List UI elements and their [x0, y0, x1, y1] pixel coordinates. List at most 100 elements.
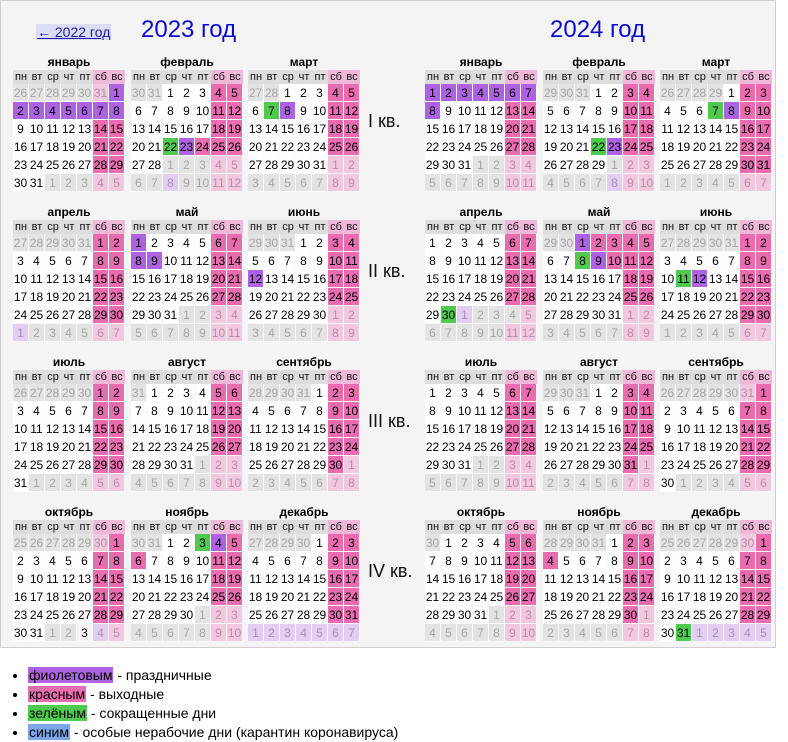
week-row: 18 19 20 21 22 23 24	[248, 588, 360, 606]
day-cell: 25	[660, 534, 676, 552]
week-row: 18 19 20 21 22 23 24	[248, 438, 360, 456]
day-cell: 16	[13, 588, 29, 606]
day-cell: 6	[543, 252, 559, 270]
day-cell: 4	[264, 324, 280, 342]
month-name: сентябрь	[276, 355, 332, 369]
weekday-label: вт	[29, 520, 45, 534]
day-cell: 9	[163, 402, 179, 420]
week-row: 14 15 16 17 18 19 20	[425, 570, 537, 588]
day-cell: 20	[280, 588, 296, 606]
day-cell: 8	[607, 552, 623, 570]
prev-year-link[interactable]: ← 2022 год	[36, 24, 112, 40]
day-cell: 1	[676, 474, 692, 492]
day-cell: 21	[296, 438, 312, 456]
day-cell: 11	[211, 552, 227, 570]
weekday-label: пт	[489, 220, 505, 234]
day-cell: 26	[708, 606, 724, 624]
day-cell: 16	[312, 270, 328, 288]
weekday-label: пт	[489, 370, 505, 384]
day-cell: 14	[93, 120, 109, 138]
day-cell: 6	[740, 174, 756, 192]
day-cell: 3	[607, 234, 623, 252]
day-cell: 9	[211, 624, 227, 642]
day-cell: 6	[740, 324, 756, 342]
day-cell: 7	[724, 252, 740, 270]
day-cell: 29	[543, 84, 559, 102]
day-cell: 5	[227, 84, 243, 102]
day-cell: 2	[543, 624, 559, 642]
day-cell: 26	[543, 156, 559, 174]
month-2023-4: апрель пн вт ср чт пт сб вс 27 28 29 30 31 1 2 3 4 5 6 7 8 9 1…	[13, 205, 125, 342]
weekday-label: сб	[211, 70, 227, 84]
weekday-label: вс	[639, 220, 655, 234]
day-cell: 22	[147, 438, 163, 456]
day-cell: 1	[147, 384, 163, 402]
day-cell: 4	[344, 234, 360, 252]
day-cell: 25	[344, 288, 360, 306]
day-cell: 11	[521, 174, 537, 192]
day-cell: 17	[473, 570, 489, 588]
day-cell: 25	[179, 288, 195, 306]
week-row: 23 24 25 26 27 28 29	[660, 606, 772, 624]
day-cell: 8	[344, 474, 360, 492]
day-cell: 6	[264, 252, 280, 270]
day-cell: 1	[575, 234, 591, 252]
day-cell: 7	[623, 624, 639, 642]
day-cell: 27	[660, 234, 676, 252]
weekday-label: чт	[61, 520, 77, 534]
weekday-label: вс	[227, 220, 243, 234]
day-cell: 25	[45, 606, 61, 624]
day-cell: 16	[296, 120, 312, 138]
day-cell: 25	[639, 438, 655, 456]
day-cell: 22	[425, 138, 441, 156]
day-cell: 2	[708, 624, 724, 642]
day-cell: 2	[676, 324, 692, 342]
day-cell: 22	[93, 438, 109, 456]
weekday-label: ср	[457, 220, 473, 234]
weekday-header: пн вт ср чт пт сб вс	[425, 70, 537, 84]
day-cell: 28	[147, 156, 163, 174]
day-cell: 4	[29, 402, 45, 420]
day-cell: 14	[131, 420, 147, 438]
day-cell: 21	[521, 120, 537, 138]
weekday-label: ср	[692, 70, 708, 84]
day-cell: 6	[109, 474, 125, 492]
day-cell: 15	[147, 420, 163, 438]
weekday-label: чт	[296, 370, 312, 384]
day-cell: 2	[457, 534, 473, 552]
day-cell: 16	[109, 270, 125, 288]
day-cell: 12	[227, 102, 243, 120]
day-cell: 14	[296, 420, 312, 438]
day-cell: 28	[264, 156, 280, 174]
day-cell: 2	[61, 624, 77, 642]
day-cell: 1	[639, 606, 655, 624]
day-cell: 7	[457, 474, 473, 492]
day-cell: 3	[660, 252, 676, 270]
day-cell: 18	[211, 120, 227, 138]
week-row: 4 5 6 7 8 9 10	[131, 474, 243, 492]
day-cell: 22	[131, 288, 147, 306]
weekday-label: пт	[607, 370, 623, 384]
weekday-label: ср	[575, 70, 591, 84]
week-row: 5 6 7 8 9 10 11	[543, 102, 655, 120]
weekday-label: чт	[179, 370, 195, 384]
month-2024-1: январь пн вт ср чт пт сб вс 1 2 3 4 5 6 7 8 9 10 11 12 13 14 1…	[425, 55, 537, 192]
day-cell: 31	[575, 84, 591, 102]
week-row: 23 24 25 26 27 28 29	[13, 156, 125, 174]
day-cell: 7	[147, 174, 163, 192]
day-cell: 7	[425, 552, 441, 570]
week-row: 4 5 6 7 8 9 10	[248, 552, 360, 570]
weekday-label: вт	[559, 370, 575, 384]
day-cell: 22	[575, 288, 591, 306]
day-cell: 5	[676, 102, 692, 120]
day-cell: 3	[457, 384, 473, 402]
day-cell: 25	[473, 138, 489, 156]
day-cell: 19	[195, 270, 211, 288]
day-cell: 23	[312, 288, 328, 306]
day-cell: 10	[457, 102, 473, 120]
day-cell: 7	[708, 102, 724, 120]
day-cell: 28	[296, 606, 312, 624]
weekday-label: ср	[280, 370, 296, 384]
